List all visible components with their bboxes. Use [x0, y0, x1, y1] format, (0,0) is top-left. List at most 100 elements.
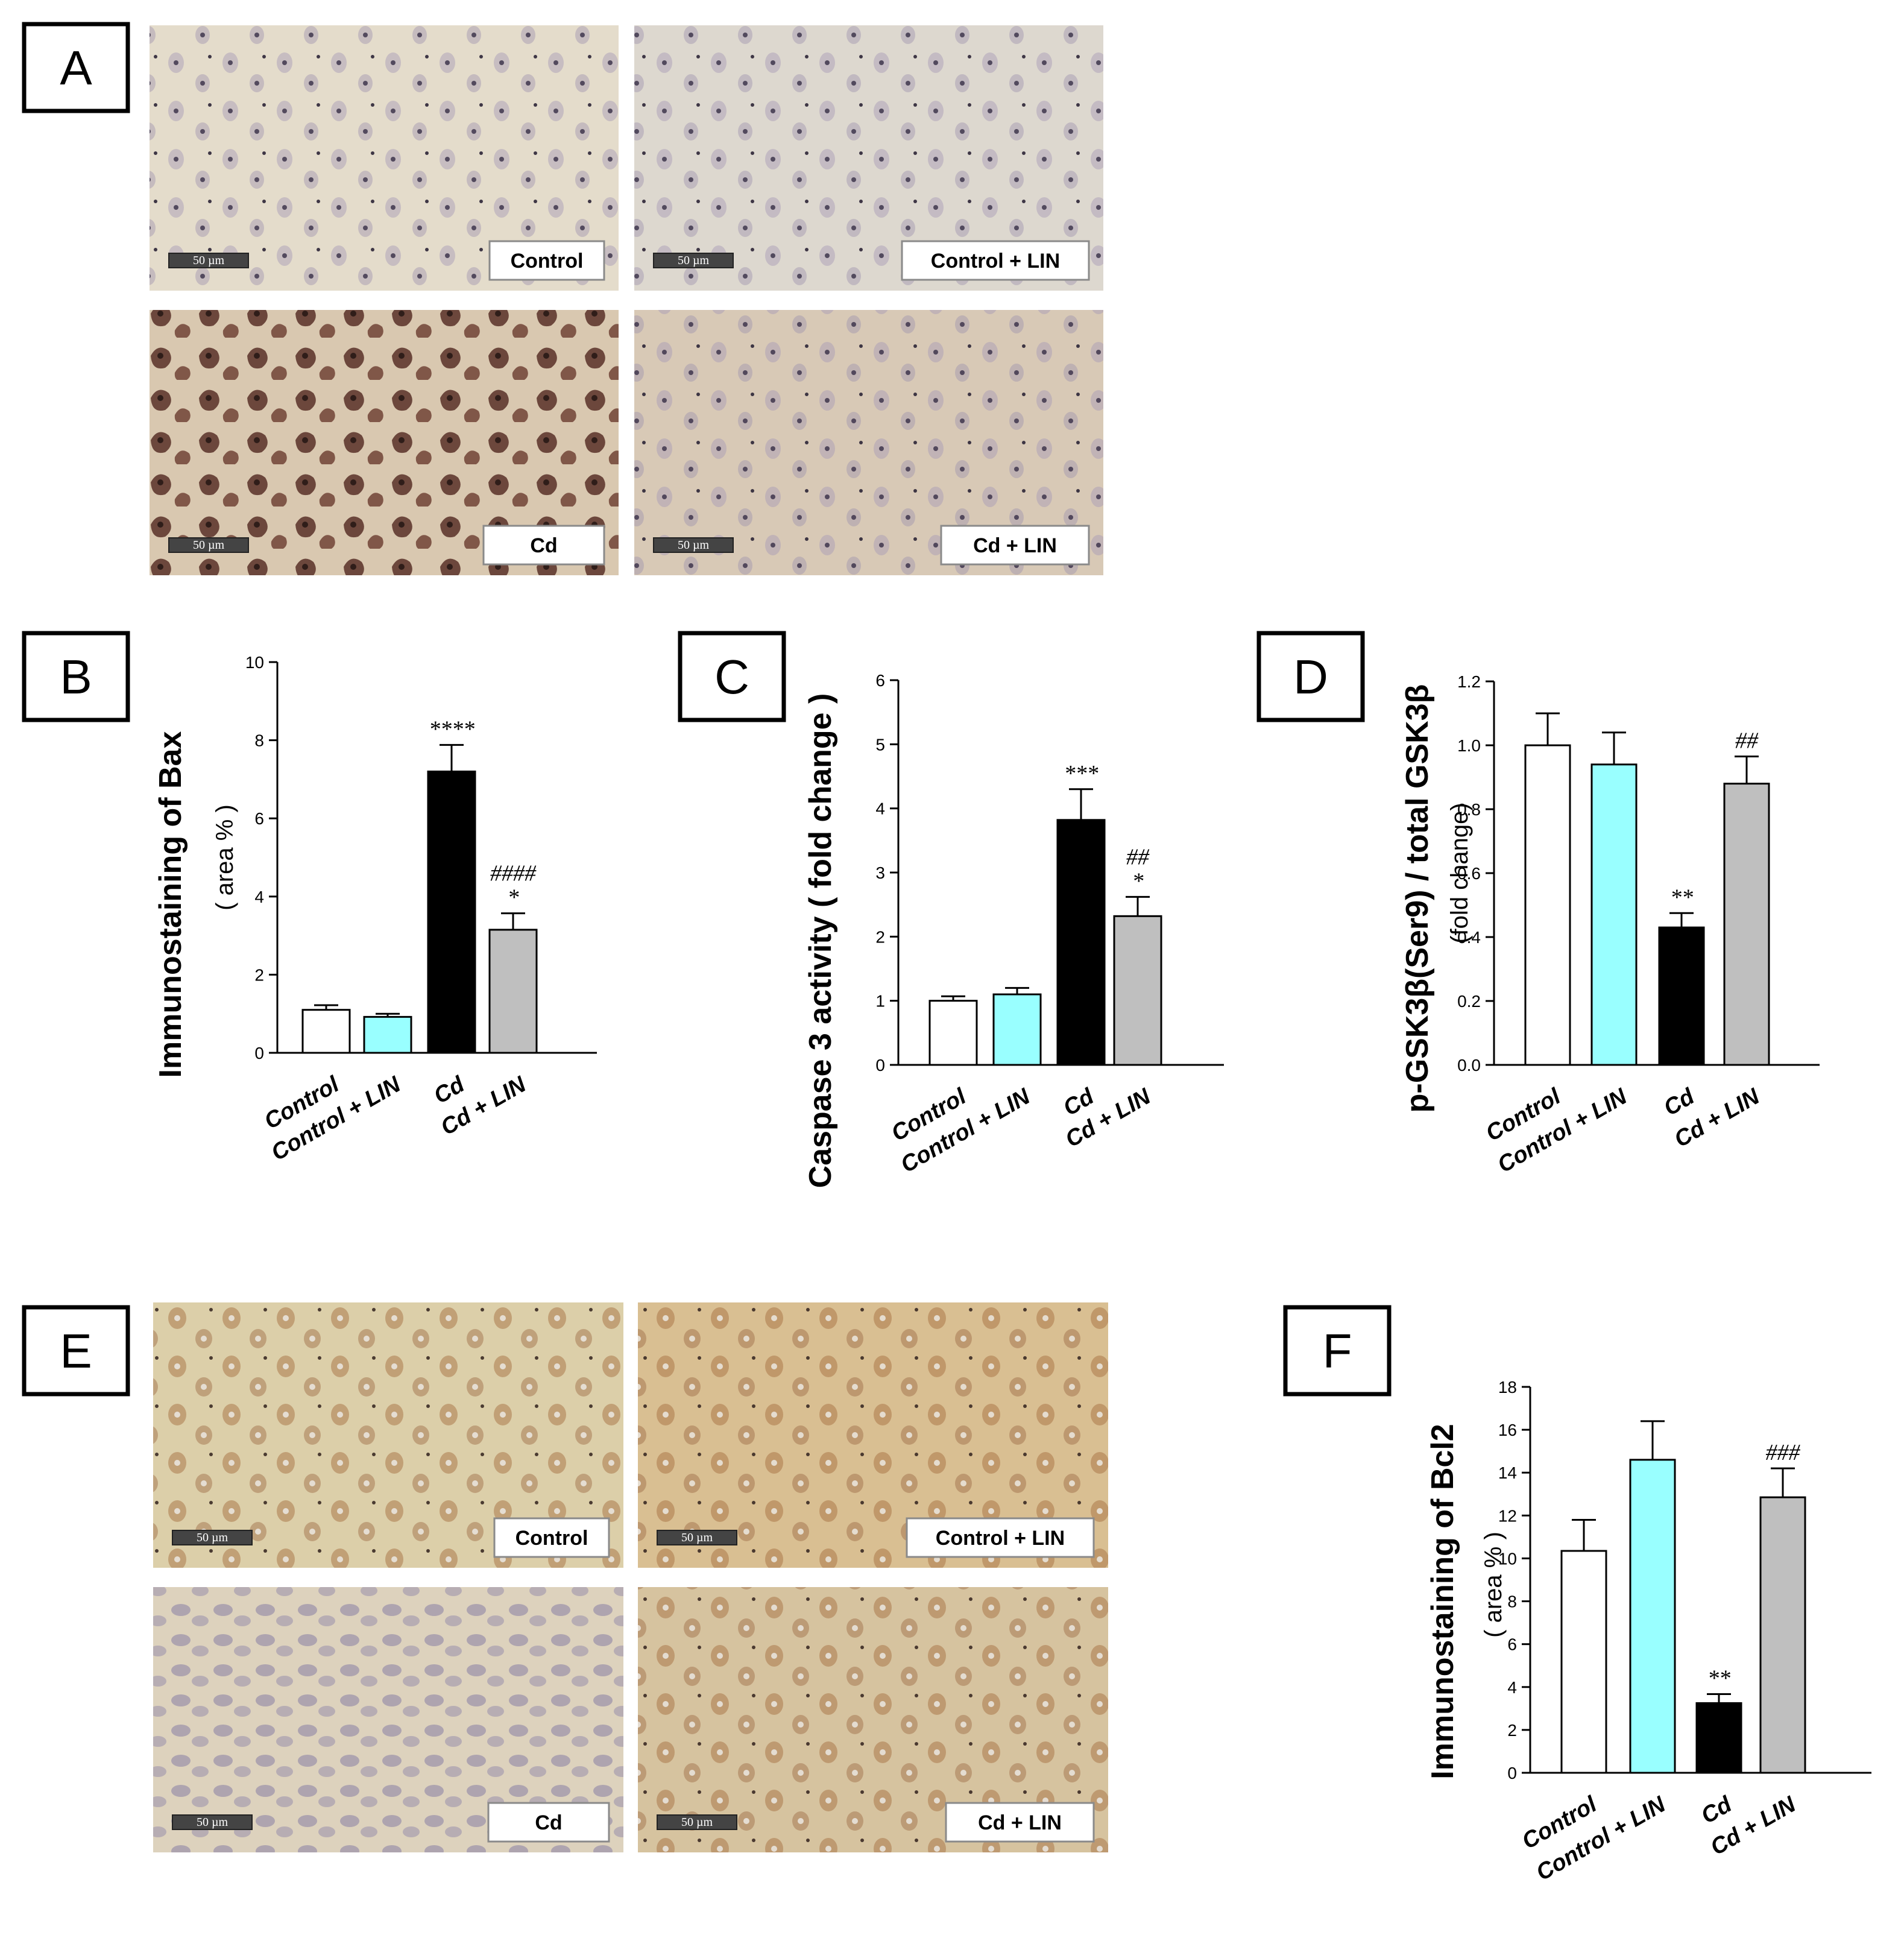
panel-label-c: C — [678, 631, 786, 722]
scale-bar — [168, 537, 249, 553]
y-tick-label: 16 — [1498, 1421, 1517, 1439]
panel-label-a: A — [22, 22, 130, 113]
panel-letter: F — [1323, 1324, 1352, 1378]
significance-label: #### — [490, 861, 537, 886]
y-axis-label: Caspase 3 activity ( fold change ) — [803, 693, 838, 1188]
panel-letter: C — [714, 650, 749, 704]
bar-cd-lin — [1113, 915, 1162, 1066]
scale-bar-label: 50 µm — [197, 1816, 229, 1829]
y-tick-label: 14 — [1498, 1463, 1517, 1482]
chart-d: 0.0 0.2 0.4 0.6 0.8 1.0 1.2 p-GSK3β(Ser9) / tot… — [1400, 672, 1820, 1178]
panel-letter: D — [1293, 650, 1328, 704]
y-tick-label: 1 — [875, 992, 885, 1011]
significance-label: ## — [1735, 728, 1759, 754]
y-tick-label: 6 — [254, 809, 264, 828]
scale-bar-label: 50 µm — [678, 254, 710, 267]
y-tick-label: 2 — [254, 965, 264, 984]
micrograph-label: Control — [511, 250, 584, 273]
y-tick-label: 4 — [254, 888, 264, 906]
y-tick-label: 0 — [1507, 1764, 1517, 1782]
micrograph-e-control-lin: 50 µm Control + LIN — [638, 1302, 1108, 1568]
y-tick-label: 12 — [1498, 1506, 1517, 1525]
panel-label-e: E — [22, 1305, 130, 1397]
panel-label-b: B — [22, 631, 130, 722]
significance-label: **** — [429, 716, 474, 742]
scale-bar — [172, 1530, 253, 1545]
bar-control — [301, 1009, 351, 1054]
micrograph-e-control: 50 µm Control — [153, 1302, 623, 1568]
significance-label: ## — [1126, 844, 1150, 870]
scale-bar-label: 50 µm — [193, 538, 225, 552]
chart-f: 0 2 4 6 8 10 12 14 16 18 Immunostaining of Bcl2 ( a… — [1425, 1378, 1871, 1886]
significance-label: * — [508, 885, 519, 911]
bar-cd — [1658, 926, 1705, 1066]
bar-cd-lin — [488, 929, 538, 1054]
scale-bar — [172, 1814, 253, 1830]
scale-bar — [653, 537, 734, 553]
y-tick-label: 4 — [1507, 1678, 1517, 1697]
y-tick-label: 10 — [1498, 1549, 1517, 1568]
category-label: Cd — [1697, 1791, 1737, 1829]
micrograph-label-box — [482, 525, 605, 566]
micrograph-label: Cd + LIN — [973, 534, 1057, 557]
bar-control — [928, 1000, 978, 1066]
y-tick-label: 6 — [875, 671, 885, 690]
micrograph-label-box — [945, 1802, 1095, 1843]
bar-control-lin — [992, 993, 1042, 1066]
scale-bar-label: 50 µm — [681, 1531, 713, 1544]
y-tick-label: 0.2 — [1457, 992, 1481, 1011]
y-tick-label: 2 — [875, 927, 885, 946]
scale-bar-label: 50 µm — [678, 538, 710, 552]
micrograph-label-box — [906, 1517, 1095, 1558]
micrograph-a-control-lin: 50 µm Control + LIN — [634, 25, 1103, 291]
bar-control-lin — [1590, 763, 1638, 1066]
y-tick-label: 18 — [1498, 1378, 1517, 1397]
micrograph-label: Control — [515, 1527, 588, 1550]
panel-letter: E — [60, 1324, 92, 1378]
scale-bar-label: 50 µm — [681, 1816, 713, 1829]
significance-label: * — [1132, 868, 1144, 894]
bar-cd-lin — [1759, 1496, 1806, 1774]
micrograph-a-control: 50 µm Control — [150, 25, 619, 291]
y-axis-sublabel: ( area % ) — [1480, 1532, 1507, 1638]
micrograph-e-cd-lin: 50 µm Cd + LIN — [638, 1587, 1108, 1852]
significance-label: ** — [1707, 1666, 1730, 1691]
y-tick-label: 0.4 — [1457, 928, 1481, 947]
y-tick-label: 3 — [875, 863, 885, 882]
micrograph-a-cd-lin: 50 µm Cd + LIN — [634, 310, 1103, 575]
category-label: Cd — [1660, 1084, 1700, 1121]
scale-bar — [168, 253, 249, 268]
y-tick-label: 1.2 — [1457, 672, 1481, 691]
micrograph-label-box — [488, 240, 605, 281]
scale-bar — [657, 1530, 737, 1545]
y-tick-label: 0 — [254, 1044, 264, 1062]
significance-label: ** — [1670, 885, 1693, 910]
y-axis-label: p-GSK3β(Ser9) / total GSK3β — [1400, 684, 1435, 1113]
bar-control-lin — [1629, 1459, 1676, 1774]
significance-label: ### — [1766, 1440, 1801, 1465]
micrograph-a-cd: 50 µm Cd — [150, 310, 619, 575]
micrograph-label: Control + LIN — [931, 250, 1060, 273]
bar-control — [1560, 1550, 1607, 1774]
micrograph-label-box — [493, 1517, 610, 1558]
bar-cd — [1695, 1702, 1742, 1774]
scale-bar-label: 50 µm — [193, 254, 225, 267]
bar-cd — [427, 770, 476, 1054]
bar-control — [1524, 744, 1571, 1066]
y-tick-label: 10 — [245, 653, 264, 672]
bar-cd — [1056, 819, 1106, 1066]
y-axis-label: Immunostaining of Bax — [153, 731, 188, 1078]
y-tick-label: 0.0 — [1457, 1056, 1481, 1075]
y-axis-sublabel: ( area % ) — [212, 804, 238, 911]
y-tick-label: 2 — [1507, 1721, 1517, 1740]
panel-letter: A — [60, 41, 92, 95]
y-tick-label: 6 — [1507, 1635, 1517, 1654]
scale-bar — [657, 1814, 737, 1830]
y-tick-label: 0.6 — [1457, 864, 1481, 883]
y-axis-sublabel: (fold change) — [1446, 803, 1473, 943]
micrograph-label: Cd + LIN — [978, 1811, 1062, 1834]
micrograph-e-cd: 50 µm Cd — [153, 1587, 623, 1852]
